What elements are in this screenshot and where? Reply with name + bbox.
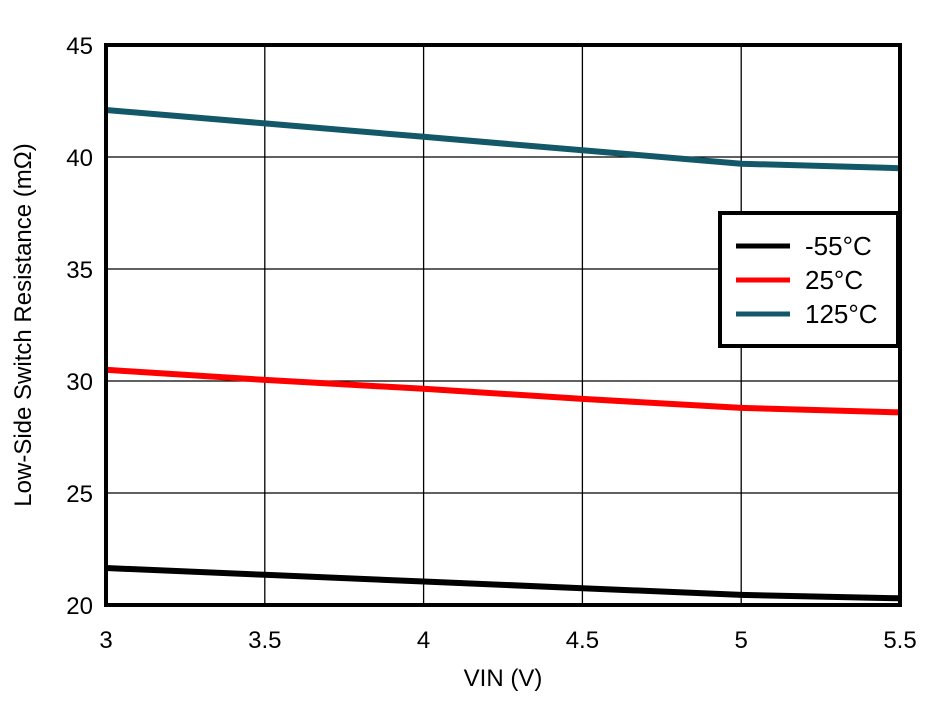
y-tick-label: 20 xyxy=(66,593,93,620)
x-tick-label: 4.5 xyxy=(566,627,599,654)
x-tick-label: 5 xyxy=(735,627,748,654)
x-tick-label: 5.5 xyxy=(883,627,916,654)
y-tick-label: 25 xyxy=(66,481,93,508)
y-axis-title: Low-Side Switch Resistance (mΩ) xyxy=(10,143,37,506)
legend-label-neg55: -55°C xyxy=(805,231,872,261)
series-line xyxy=(105,565,901,602)
y-tick-label: 45 xyxy=(66,33,93,60)
y-tick-label: 40 xyxy=(66,145,93,172)
x-tick-label: 3.5 xyxy=(248,627,281,654)
series-line xyxy=(105,107,901,172)
series-line xyxy=(105,366,901,416)
y-tick-label: 35 xyxy=(66,257,93,284)
x-axis-title: VIN (V) xyxy=(464,665,543,692)
legend: -55°C 25°C 125°C xyxy=(718,211,900,348)
x-tick-label: 4 xyxy=(417,627,430,654)
y-axis-ticks: 20 25 30 35 40 45 xyxy=(66,33,93,620)
legend-label-25: 25°C xyxy=(805,265,863,295)
y-tick-label: 30 xyxy=(66,369,93,396)
x-tick-label: 3 xyxy=(99,627,112,654)
data-series xyxy=(105,107,901,602)
x-axis-ticks: 3 3.5 4 4.5 5 5.5 xyxy=(99,627,916,654)
legend-label-125: 125°C xyxy=(805,299,878,329)
